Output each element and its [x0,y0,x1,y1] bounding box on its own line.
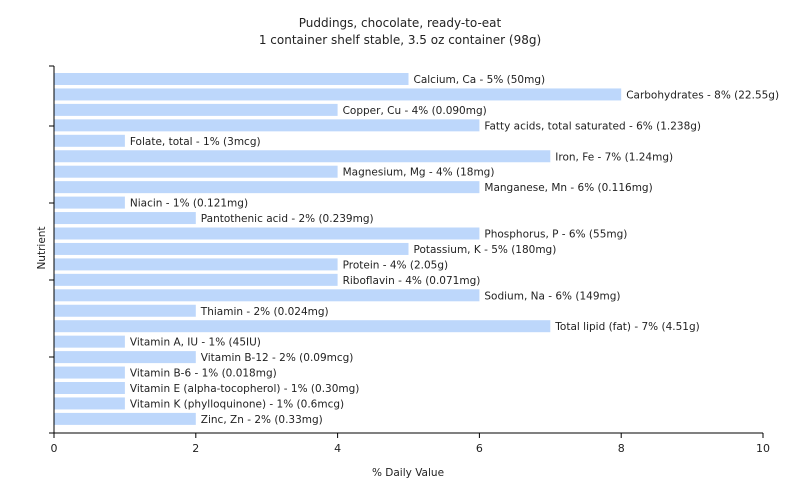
bar-12 [54,258,338,271]
bar-22 [54,412,196,425]
bar-label-2: Copper, Cu - 4% (0.090mg) [343,105,487,117]
x-tick-label-2: 4 [334,442,341,455]
axes-group: 0 2 4 6 8 10 [49,65,770,455]
bar-label-7: Manganese, Mn - 6% (0.116mg) [484,182,652,194]
bar-20 [54,382,125,394]
bar-15 [54,304,196,317]
bar-19 [54,366,125,379]
bar-5 [54,150,551,163]
bar-label-10: Phosphorus, P - 6% (55mg) [484,229,627,241]
bar-group: Calcium, Ca - 5% (50mg) Carbohydrates - 8… [54,73,779,426]
bar-label-20: Vitamin E (alpha-tocopherol) - 1% (0.30m… [130,383,360,395]
bar-17 [54,335,125,348]
bar-label-22: Zinc, Zn - 2% (0.33mg) [201,414,323,426]
x-tick-label-5: 10 [756,442,770,455]
x-tick-label-4: 8 [618,442,625,455]
bar-7 [54,181,480,194]
bar-label-6: Magnesium, Mg - 4% (18mg) [343,167,495,179]
bar-label-18: Vitamin B-12 - 2% (0.09mcg) [201,352,354,364]
chart-title: Puddings, chocolate, ready-to-eat [299,16,502,30]
bar-label-21: Vitamin K (phylloquinone) - 1% (0.6mcg) [130,398,344,410]
bar-8 [54,196,125,209]
bar-label-19: Vitamin B-6 - 1% (0.018mg) [130,368,277,380]
bar-6 [54,165,338,178]
y-axis-title: Nutrient [36,226,48,269]
bar-label-14: Sodium, Na - 6% (149mg) [484,290,620,302]
bar-label-13: Riboflavin - 4% (0.071mg) [343,275,481,287]
x-tick-label-1: 2 [192,442,199,455]
bar-0 [54,73,409,85]
bar-label-4: Folate, total - 1% (3mcg) [130,136,261,148]
bar-label-1: Carbohydrates - 8% (22.55g) [626,89,779,101]
x-axis-title: % Daily Value [372,467,444,479]
bar-label-16: Total lipid (fat) - 7% (4.51g) [554,321,699,333]
bar-13 [54,273,338,286]
bar-9 [54,212,196,225]
bar-4 [54,134,125,147]
bar-label-17: Vitamin A, IU - 1% (45IU) [130,337,261,349]
bar-label-12: Protein - 4% (2.05g) [343,259,449,271]
bar-label-11: Potassium, K - 5% (180mg) [414,244,557,256]
bar-14 [54,289,480,302]
x-tick-label-3: 6 [476,442,483,455]
bar-label-8: Niacin - 1% (0.121mg) [130,198,248,210]
bar-label-3: Fatty acids, total saturated - 6% (1.238… [484,120,701,132]
chart-subtitle: 1 container shelf stable, 3.5 oz contain… [259,33,541,47]
x-tick-label-0: 0 [51,442,58,455]
bar-21 [54,397,125,410]
bar-label-15: Thiamin - 2% (0.024mg) [200,306,329,318]
bar-label-5: Iron, Fe - 7% (1.24mg) [555,151,673,163]
bar-label-0: Calcium, Ca - 5% (50mg) [414,74,546,86]
bar-16 [54,320,551,333]
bar-1 [54,88,622,101]
bar-10 [54,227,480,240]
bar-11 [54,242,409,255]
bar-18 [54,351,196,364]
bar-3 [54,119,480,132]
bar-label-9: Pantothenic acid - 2% (0.239mg) [201,213,374,225]
bar-2 [54,103,338,116]
